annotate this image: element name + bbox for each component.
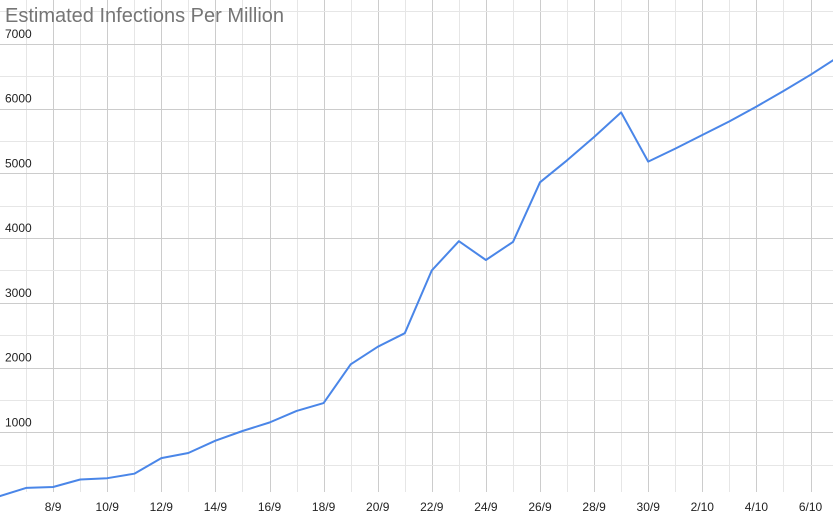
x-tick-label: 2/10	[691, 500, 715, 514]
x-tick-label: 10/9	[96, 500, 120, 514]
x-tick-label: 20/9	[366, 500, 390, 514]
x-tick-label: 18/9	[312, 500, 336, 514]
series-line	[0, 59, 833, 498]
x-tick-label: 22/9	[420, 500, 444, 514]
y-tick-label: 3000	[5, 286, 32, 300]
y-tick-label: 2000	[5, 351, 32, 365]
x-axis-tick-labels: 8/9 10/9 12/9 14/9 16/9 18/9 20/9 22/9 24/9 26/9 2…	[45, 500, 823, 514]
x-tick-label: 26/9	[528, 500, 552, 514]
x-tick-label: 14/9	[204, 500, 228, 514]
x-tick-label: 4/10	[745, 500, 769, 514]
y-tick-label: 6000	[5, 92, 32, 106]
y-axis-tick-labels: 1000 2000 3000 4000 5000 6000 7000	[5, 27, 32, 430]
y-tick-label: 1000	[5, 415, 32, 429]
x-tick-label: 16/9	[258, 500, 282, 514]
x-tick-label: 30/9	[637, 500, 661, 514]
y-tick-label: 4000	[5, 221, 32, 235]
x-tick-label: 12/9	[150, 500, 174, 514]
x-tick-label: 24/9	[474, 500, 498, 514]
y-tick-label: 5000	[5, 156, 32, 170]
y-tick-label: 7000	[5, 27, 32, 41]
x-tick-label: 6/10	[799, 500, 823, 514]
x-tick-label: 8/9	[45, 500, 62, 514]
gridlines	[0, 0, 833, 492]
x-tick-label: 28/9	[582, 500, 606, 514]
series-layer	[0, 59, 833, 498]
chart-title: Estimated Infections Per Million	[5, 5, 284, 27]
